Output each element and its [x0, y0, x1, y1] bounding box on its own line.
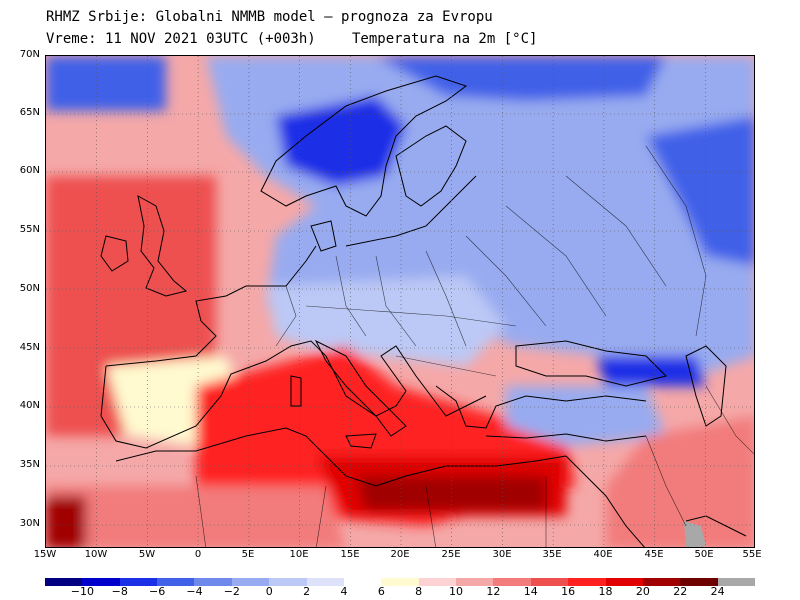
lat-label-40n: 40N: [19, 400, 40, 411]
colorbar-swatch: [418, 578, 457, 586]
colorbar-swatch: [45, 578, 83, 586]
colorbar-swatch: [493, 578, 532, 586]
colorbar-label: 14: [523, 585, 538, 598]
colorbar-swatch: [119, 578, 158, 586]
forecast-time: Vreme: 11 NOV 2021 03UTC (+003h): [46, 31, 316, 47]
field-north-cold: [376, 56, 666, 101]
colorbar-swatch: [530, 578, 569, 586]
field-nw-cold: [46, 56, 166, 111]
colorbar-swatch: [157, 578, 195, 586]
colorbar-label: 22: [673, 585, 688, 598]
lon-label-45e: 45E: [644, 549, 664, 560]
field-caucasus-cold: [596, 356, 706, 386]
lon-label-10w: 10W: [84, 549, 108, 560]
lon-label-15e: 15E: [340, 549, 360, 560]
lat-label-35n: 35N: [19, 459, 40, 470]
field-turkey: [506, 386, 666, 446]
colorbar-label: 4: [340, 585, 348, 598]
colorbar-swatch: [717, 578, 756, 586]
colorbar-swatch: [381, 578, 420, 586]
colorbar-swatch: [456, 578, 494, 586]
coastlines: [100, 75, 747, 547]
colorbar-label: 12: [486, 585, 501, 598]
lon-label-10e: 10E: [289, 549, 309, 560]
colorbar-swatch: [605, 578, 644, 586]
lat-label-55n: 55N: [19, 224, 40, 235]
lat-label-50n: 50N: [19, 283, 40, 294]
lon-label-30e: 30E: [492, 549, 512, 560]
field-east-cold: [646, 116, 754, 266]
lon-label-15w: 15W: [33, 549, 57, 560]
lon-label-50e: 50E: [694, 549, 714, 560]
colorbar-label: −2: [223, 585, 240, 598]
map-canvas: [46, 56, 754, 547]
colorbar-label: 20: [635, 585, 650, 598]
field-sw-hot: [46, 496, 86, 547]
colorbar-swatch: [269, 578, 308, 586]
colorbar-swatch: [642, 578, 681, 586]
colorbar-label: 10: [449, 585, 464, 598]
colorbar-swatch: [306, 578, 345, 586]
colorbar-label: −4: [186, 585, 203, 598]
lon-label-5w: 5W: [138, 549, 156, 560]
lon-label-5e: 5E: [241, 549, 255, 560]
colorbar-label: 2: [303, 585, 311, 598]
country-borders: [195, 145, 754, 547]
colorbar-swatch: [194, 578, 233, 586]
colorbar-swatch: [231, 578, 270, 586]
colorbar-label: 24: [710, 585, 725, 598]
field-mideast: [606, 416, 754, 547]
colorbar-label: 8: [415, 585, 423, 598]
lon-label-20e: 20E: [390, 549, 410, 560]
elevation-mask: [684, 521, 706, 547]
colorbar-label: 6: [377, 585, 385, 598]
temperature-colorbar: [45, 578, 756, 586]
lon-label-35e: 35E: [542, 549, 562, 560]
colorbar-label: 18: [598, 585, 613, 598]
colorbar-swatch: [82, 578, 121, 586]
temperature-map: [45, 55, 755, 548]
colorbar-label: −8: [111, 585, 128, 598]
colorbar-label: −6: [148, 585, 166, 598]
variable-label: Temperatura na 2m [°C]: [352, 31, 538, 47]
lon-label-55e: 55E: [742, 549, 762, 560]
field-norway-cold: [276, 96, 406, 186]
field-libya-hottest: [356, 476, 546, 511]
colorbar-swatch: [568, 578, 607, 586]
colorbar-swatch: [680, 578, 719, 586]
lon-label-0: 0: [194, 549, 202, 560]
field-sahara: [46, 486, 346, 547]
colorbar-label: 0: [265, 585, 273, 598]
map-title: RHMZ Srbije: Globalni NMMB model — progn…: [46, 9, 493, 25]
lat-label-70n: 70N: [19, 49, 40, 60]
lat-label-30n: 30N: [19, 518, 40, 529]
lon-label-25e: 25E: [441, 549, 461, 560]
colorbar-label: 16: [561, 585, 576, 598]
lat-label-60n: 60N: [19, 165, 40, 176]
lat-label-65n: 65N: [19, 107, 40, 118]
lon-label-40e: 40E: [593, 549, 613, 560]
lat-label-45n: 45N: [19, 342, 40, 353]
field-central-cool: [266, 276, 506, 366]
colorbar-swatch: [343, 578, 382, 586]
colorbar-label: −10: [70, 585, 94, 598]
